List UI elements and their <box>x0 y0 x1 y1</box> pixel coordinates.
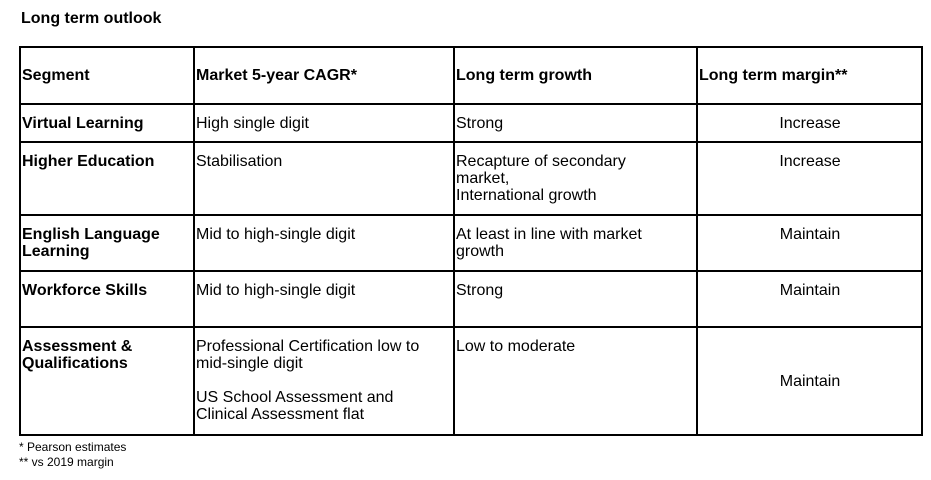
segment-cell: English Language Learning <box>19 214 195 272</box>
header-segment: Segment <box>19 46 195 105</box>
segment-label: Assessment & <box>22 338 133 355</box>
header-growth: Long term growth <box>453 46 698 105</box>
margin-cell: Maintain <box>696 214 923 272</box>
cagr-text: US School Assessment and <box>196 389 394 406</box>
margin-cell: Maintain <box>696 270 923 328</box>
table-row: Virtual Learning High single digit Stron… <box>19 103 923 143</box>
margin-text: Maintain <box>779 372 841 390</box>
segment-label: English Language <box>22 226 160 243</box>
growth-cell: Strong <box>453 103 698 143</box>
table-header-row: Segment Market 5-year CAGR* Long term gr… <box>19 46 923 105</box>
segment-cell: Virtual Learning <box>19 103 195 143</box>
segment-label: Learning <box>22 243 90 260</box>
segment-cell: Assessment & Qualifications <box>19 326 195 436</box>
growth-text: Recapture of secondary <box>456 153 626 170</box>
header-cagr: Market 5-year CAGR* <box>193 46 455 105</box>
footnotes: * Pearson estimates ** vs 2019 margin <box>19 440 126 470</box>
growth-cell: Recapture of secondary market, Internati… <box>453 141 698 216</box>
segment-label: Virtual Learning <box>22 115 144 132</box>
outlook-table: Segment Market 5-year CAGR* Long term gr… <box>19 46 923 436</box>
cagr-text: Clinical Assessment flat <box>196 406 365 423</box>
segment-label: Workforce Skills <box>22 282 148 299</box>
cagr-text: Stabilisation <box>196 153 283 170</box>
margin-cell: Maintain <box>696 326 923 436</box>
segment-cell: Higher Education <box>19 141 195 216</box>
table-row: Workforce Skills Mid to high-single digi… <box>19 270 923 328</box>
cagr-cell: Professional Certification low to mid-si… <box>193 326 455 436</box>
margin-text: Increase <box>779 115 841 132</box>
cagr-text: Professional Certification low to <box>196 338 420 355</box>
growth-text: growth <box>456 243 505 260</box>
header-margin: Long term margin** <box>696 46 923 105</box>
footnote-margin: ** vs 2019 margin <box>19 455 114 469</box>
growth-text: Strong <box>456 282 504 299</box>
growth-cell: Strong <box>453 270 698 328</box>
growth-cell: Low to moderate <box>453 326 698 436</box>
cagr-cell: Mid to high-single digit <box>193 214 455 272</box>
growth-text: Low to moderate <box>456 338 576 355</box>
growth-cell: At least in line with market growth <box>453 214 698 272</box>
footnote-cagr: * Pearson estimates <box>19 440 127 454</box>
table-row: Higher Education Stabilisation Recapture… <box>19 141 923 216</box>
segment-label: Higher Education <box>22 153 155 170</box>
table-row: Assessment & Qualifications Professional… <box>19 326 923 436</box>
margin-text: Maintain <box>779 226 841 243</box>
table-row: English Language Learning Mid to high-si… <box>19 214 923 272</box>
cagr-cell: High single digit <box>193 103 455 143</box>
cagr-cell: Mid to high-single digit <box>193 270 455 328</box>
margin-text: Increase <box>779 153 841 170</box>
segment-label: Qualifications <box>22 355 128 372</box>
growth-text: International growth <box>456 187 597 204</box>
cagr-text: Mid to high-single digit <box>196 282 356 299</box>
growth-text: At least in line with market <box>456 226 642 243</box>
segment-cell: Workforce Skills <box>19 270 195 328</box>
growth-text: market, <box>456 170 510 187</box>
cagr-text: mid-single digit <box>196 355 303 372</box>
cagr-cell: Stabilisation <box>193 141 455 216</box>
margin-cell: Increase <box>696 141 923 216</box>
cagr-text: High single digit <box>196 115 309 132</box>
cagr-spacer <box>196 372 453 389</box>
page-title: Long term outlook <box>21 10 162 27</box>
cagr-text: Mid to high-single digit <box>196 226 356 243</box>
margin-text: Maintain <box>779 282 841 299</box>
margin-cell: Increase <box>696 103 923 143</box>
growth-text: Strong <box>456 115 504 132</box>
